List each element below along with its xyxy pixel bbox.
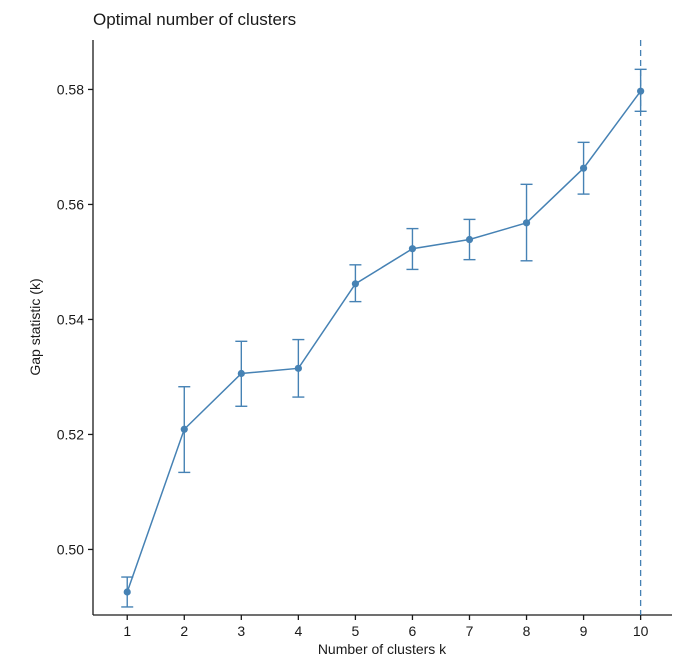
- x-tick-label: 1: [123, 623, 131, 639]
- data-point: [522, 219, 531, 227]
- data-point: [408, 245, 417, 253]
- data-point: [180, 425, 188, 433]
- x-tick-label: 2: [180, 623, 188, 639]
- x-tick-label: 4: [294, 623, 302, 639]
- x-tick-label: 7: [466, 623, 474, 639]
- data-point: [351, 280, 360, 288]
- y-tick-label: 0.50: [57, 541, 84, 557]
- x-tick-label: 10: [633, 623, 649, 639]
- x-tick-label: 8: [523, 623, 531, 639]
- data-point: [579, 164, 588, 172]
- chart-title: Optimal number of clusters: [93, 10, 296, 29]
- y-tick-label: 0.56: [57, 196, 84, 212]
- data-point: [123, 588, 131, 596]
- series-line: [126, 90, 642, 593]
- error-bars: [121, 68, 647, 608]
- data-point: [294, 364, 302, 372]
- x-tick-label: 5: [352, 623, 360, 639]
- x-tick-label: 6: [409, 623, 417, 639]
- y-tick-label: 0.58: [57, 81, 84, 97]
- data-point: [637, 87, 645, 95]
- y-tick-label: 0.54: [57, 311, 84, 327]
- y-axis-label: Gap statistic (k): [27, 278, 43, 375]
- x-tick-label: 3: [237, 623, 245, 639]
- data-point: [465, 235, 474, 244]
- x-tick-label: 9: [580, 623, 588, 639]
- data-point: [237, 369, 245, 378]
- axes: [92, 40, 672, 616]
- x-axis-label: Number of clusters k: [318, 641, 447, 657]
- y-tick-label: 0.52: [57, 426, 84, 442]
- x-ticks: 1 2 3 4 5 6 7 8 9 10: [123, 615, 649, 639]
- y-ticks: 0.50 0.52 0.54 0.56 0.58: [57, 81, 93, 557]
- data-points: [123, 87, 645, 596]
